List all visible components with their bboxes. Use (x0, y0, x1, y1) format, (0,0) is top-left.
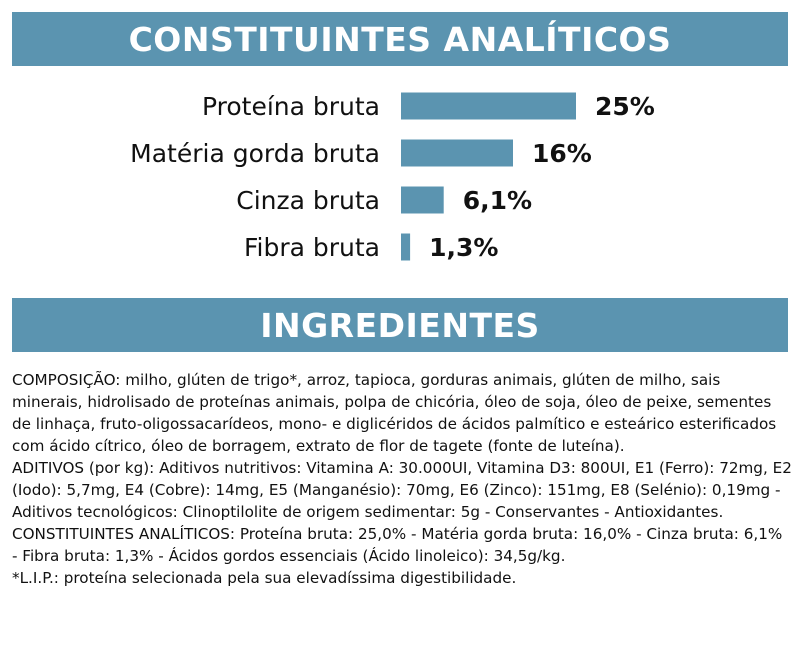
additives-paragraph: ADITIVOS (por kg): Aditivos nutritivos: … (12, 459, 792, 521)
bar (401, 139, 513, 167)
category-label: Fibra bruta (244, 233, 380, 262)
category-label: Cinza bruta (236, 186, 380, 215)
bar (401, 233, 411, 261)
bar-value-label: 25% (595, 92, 655, 121)
bar-value-label: 6,1% (463, 186, 532, 215)
bar-value-label: 16% (532, 139, 592, 168)
category-label: Proteína bruta (202, 92, 380, 121)
analytical-constituents-paragraph: CONSTITUINTES ANALÍTICOS: Proteína bruta… (12, 525, 783, 565)
bar (401, 92, 576, 120)
ingredients-text: COMPOSIÇÃO: milho, glúten de trigo*, arr… (12, 369, 792, 589)
ingredients-header: INGREDIENTES (12, 298, 788, 352)
bar (401, 186, 444, 214)
bar-value-label: 1,3% (429, 233, 498, 262)
lip-note: *L.I.P.: proteína selecionada pela sua e… (12, 569, 517, 587)
category-label: Matéria gorda bruta (130, 139, 380, 168)
constituents-bar-chart: Proteína bruta 25% Matéria gorda bruta 16% C… (130, 92, 655, 262)
composition-paragraph: COMPOSIÇÃO: milho, glúten de trigo*, arr… (12, 371, 777, 455)
analytical-constituents-header: CONSTITUINTES ANALÍTICOS (12, 12, 788, 66)
